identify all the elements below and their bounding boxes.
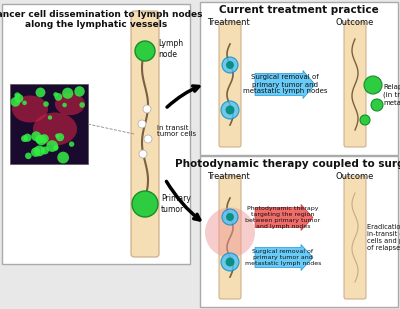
Circle shape <box>74 86 85 97</box>
Circle shape <box>46 140 58 152</box>
Text: Lymph
node: Lymph node <box>158 39 183 59</box>
Text: Treatment: Treatment <box>207 18 249 27</box>
Circle shape <box>31 147 40 157</box>
Text: Relapse
(in transit
metastasis): Relapse (in transit metastasis) <box>383 84 400 105</box>
Circle shape <box>55 133 60 138</box>
Circle shape <box>40 134 49 143</box>
Circle shape <box>226 105 234 115</box>
Circle shape <box>53 146 58 151</box>
Circle shape <box>364 76 382 94</box>
Ellipse shape <box>55 93 85 115</box>
FancyBboxPatch shape <box>200 2 398 155</box>
Circle shape <box>222 57 238 73</box>
Circle shape <box>10 97 20 107</box>
Text: Eradication of
in-transit cancer
cells and prevention
of relapse: Eradication of in-transit cancer cells a… <box>367 224 400 251</box>
Text: Surgical removal of
primary tumor and
metastatic lymph nodes: Surgical removal of primary tumor and me… <box>245 249 321 266</box>
Circle shape <box>48 115 52 120</box>
Ellipse shape <box>33 112 77 146</box>
Circle shape <box>36 135 47 145</box>
Circle shape <box>62 88 73 99</box>
Circle shape <box>138 120 146 128</box>
Text: Surgical removal of
primary tumor and
metastatic lymph nodes: Surgical removal of primary tumor and me… <box>243 74 327 95</box>
Circle shape <box>226 213 234 221</box>
Circle shape <box>360 115 370 125</box>
Circle shape <box>69 142 74 147</box>
Text: Outcome: Outcome <box>336 172 374 181</box>
FancyBboxPatch shape <box>131 11 159 257</box>
Circle shape <box>222 209 238 225</box>
Circle shape <box>43 101 49 107</box>
Circle shape <box>31 131 41 141</box>
FancyBboxPatch shape <box>219 22 241 147</box>
Circle shape <box>226 61 234 69</box>
Circle shape <box>14 92 20 98</box>
Text: Primary
tumor: Primary tumor <box>161 194 191 214</box>
Circle shape <box>139 150 147 158</box>
FancyBboxPatch shape <box>10 84 88 164</box>
Circle shape <box>14 94 23 103</box>
FancyBboxPatch shape <box>344 22 366 147</box>
Circle shape <box>221 101 239 119</box>
Circle shape <box>62 103 67 107</box>
Text: Photodynamic therapy
targeting the region
between primary tumor
and lymph nodes: Photodynamic therapy targeting the regio… <box>246 206 320 229</box>
Circle shape <box>226 257 234 266</box>
Text: Treatment: Treatment <box>207 172 249 181</box>
Circle shape <box>132 191 158 217</box>
Circle shape <box>34 146 45 156</box>
FancyBboxPatch shape <box>219 176 241 299</box>
Circle shape <box>22 100 27 105</box>
Circle shape <box>21 135 28 142</box>
Circle shape <box>56 133 64 141</box>
Circle shape <box>135 41 155 61</box>
Circle shape <box>23 133 32 142</box>
Circle shape <box>25 153 32 159</box>
Text: Cancer cell dissemination to lymph nodes
along the lymphatic vessels: Cancer cell dissemination to lymph nodes… <box>0 10 202 29</box>
Circle shape <box>41 146 49 154</box>
Circle shape <box>54 93 62 101</box>
Circle shape <box>143 105 151 113</box>
Text: In transit
tumor cells: In transit tumor cells <box>157 125 196 138</box>
FancyBboxPatch shape <box>2 4 190 264</box>
FancyBboxPatch shape <box>200 156 398 307</box>
Circle shape <box>35 135 44 143</box>
Text: Photodynamic therapy coupled to surgery: Photodynamic therapy coupled to surgery <box>175 159 400 169</box>
Circle shape <box>144 135 152 143</box>
FancyArrow shape <box>255 70 315 99</box>
Circle shape <box>205 208 255 257</box>
Circle shape <box>79 102 85 108</box>
FancyArrow shape <box>255 205 313 231</box>
Circle shape <box>36 87 45 97</box>
Circle shape <box>54 145 58 149</box>
Circle shape <box>53 92 58 97</box>
Circle shape <box>221 253 239 271</box>
FancyBboxPatch shape <box>344 176 366 299</box>
Text: Current treatment practice: Current treatment practice <box>219 5 379 15</box>
Circle shape <box>371 99 383 111</box>
Ellipse shape <box>12 95 48 122</box>
Circle shape <box>57 152 69 163</box>
FancyArrow shape <box>255 244 313 270</box>
Text: Outcome: Outcome <box>336 18 374 27</box>
